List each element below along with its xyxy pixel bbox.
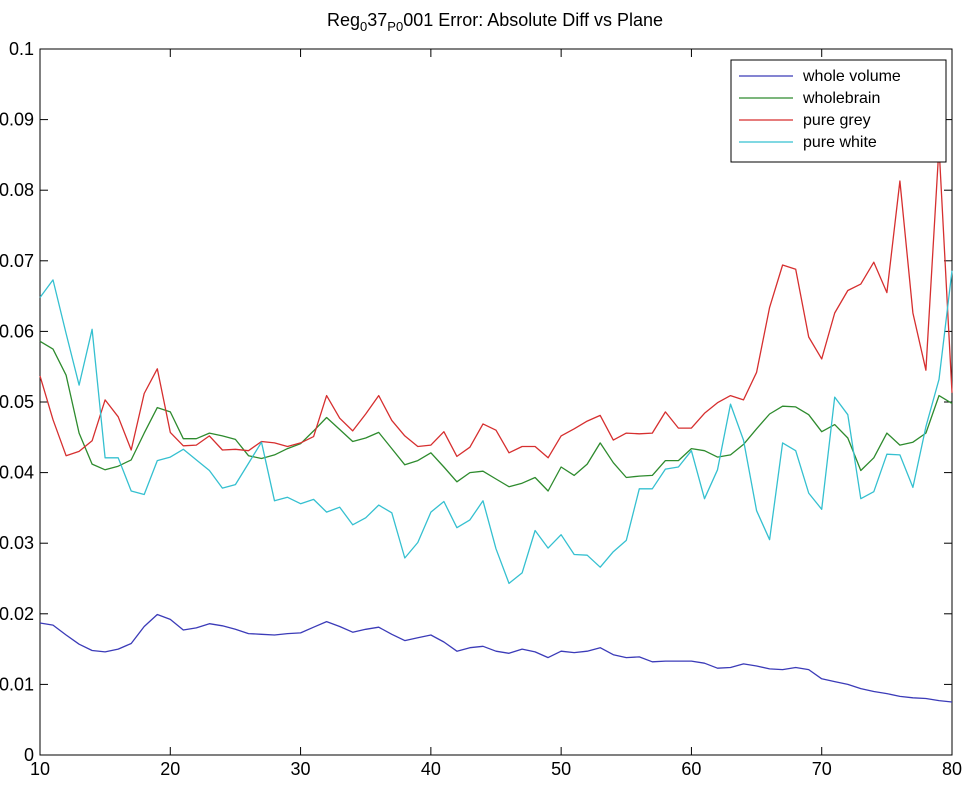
x-tick-label: 70 bbox=[812, 759, 832, 779]
legend-label: wholebrain bbox=[802, 90, 880, 107]
x-axis: 10 20 30 40 50 60 70 80 bbox=[30, 49, 962, 779]
legend-label: pure white bbox=[803, 134, 877, 151]
axes-box bbox=[39, 48, 953, 756]
x-tick-label: 50 bbox=[551, 759, 571, 779]
series-line-pure-white bbox=[39, 270, 953, 585]
y-tick-label: 0.03 bbox=[0, 533, 34, 553]
y-tick-label: 0.09 bbox=[0, 110, 34, 130]
y-tick-label: 0.06 bbox=[0, 321, 34, 341]
y-tick-label: 0.08 bbox=[0, 180, 34, 200]
chart-title-part: 001 Error: Absolute Diff vs Plane bbox=[403, 10, 663, 30]
y-tick-label: 0.02 bbox=[0, 604, 34, 624]
chart-title-part: Reg bbox=[327, 10, 360, 30]
chart-title-subscript: P0 bbox=[387, 19, 403, 34]
y-tick-label: 0.07 bbox=[0, 251, 34, 271]
x-tick-label: 10 bbox=[30, 759, 50, 779]
y-tick-label: 0.1 bbox=[9, 39, 34, 59]
y-tick-label: 0.01 bbox=[0, 674, 34, 694]
legend: whole volume wholebrain pure grey pure whit… bbox=[730, 59, 947, 163]
y-axis: 0 0.01 0.02 0.03 0.04 0.05 0.06 0.07 0.08 0.09 0.1 bbox=[0, 39, 952, 765]
series-line-whole-volume bbox=[39, 613, 953, 703]
legend-label: whole volume bbox=[802, 68, 901, 85]
legend-box bbox=[730, 59, 947, 163]
chart-title-part: 37 bbox=[367, 10, 387, 30]
plot-area: 10 20 30 40 50 60 70 80 0 0.01 0.02 0.03 0.04 0.05 0.… bbox=[0, 39, 962, 779]
x-tick-label: 80 bbox=[942, 759, 962, 779]
x-tick-label: 20 bbox=[160, 759, 180, 779]
chart-title: Reg037P0001 Error: Absolute Diff vs Plan… bbox=[327, 10, 663, 34]
series-line-pure-grey bbox=[39, 145, 953, 459]
y-tick-label: 0 bbox=[24, 745, 34, 765]
x-tick-label: 60 bbox=[681, 759, 701, 779]
y-tick-label: 0.05 bbox=[0, 392, 34, 412]
legend-label: pure grey bbox=[803, 112, 871, 129]
x-tick-label: 30 bbox=[291, 759, 311, 779]
series-lines bbox=[39, 145, 953, 703]
y-tick-label: 0.04 bbox=[0, 463, 34, 483]
chart-title-subscript: 0 bbox=[360, 19, 367, 34]
x-tick-label: 40 bbox=[421, 759, 441, 779]
series-line-wholebrain bbox=[39, 340, 953, 492]
